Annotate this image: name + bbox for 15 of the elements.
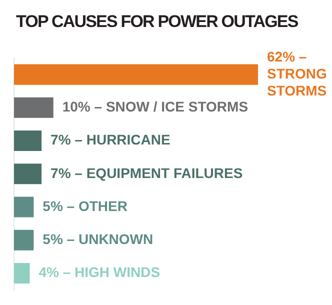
bar — [14, 97, 54, 118]
data-label: 5% – UNKNOWN — [42, 230, 154, 247]
bar — [14, 164, 42, 184]
chart-title: TOP CAUSES FOR POWER OUTAGES — [16, 12, 298, 32]
data-label: 5% – OTHER — [42, 198, 128, 214]
data-label: 7% – HURRICANE — [50, 132, 170, 148]
data-label: 7% – EQUIPMENT FAILURES — [50, 164, 243, 181]
data-label: 62% – STRONG STORMS — [267, 48, 327, 98]
bar — [14, 64, 258, 85]
bar — [14, 230, 34, 250]
data-label: 4% – HIGH WINDS — [38, 264, 160, 280]
bar — [14, 262, 30, 284]
bar — [14, 130, 42, 152]
bar — [14, 196, 34, 218]
data-label: 10% – SNOW / ICE STORMS — [62, 98, 248, 115]
